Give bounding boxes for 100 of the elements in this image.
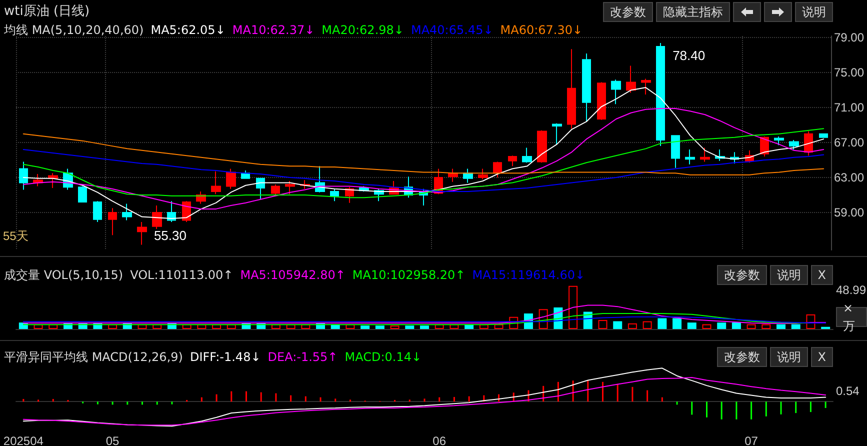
y-tick-label: 67.00: [834, 136, 864, 150]
bar: [791, 324, 800, 329]
bar: [346, 324, 355, 329]
bar: [375, 326, 384, 329]
bar: [538, 309, 548, 329]
bar: [301, 324, 310, 329]
candlestick: [493, 161, 502, 178]
text: MA20:62.98↓: [322, 23, 404, 37]
bar: [226, 324, 236, 329]
bar: [672, 318, 682, 329]
text: MA15:119614.60↓: [472, 268, 586, 282]
bar: [732, 322, 741, 329]
text: X: [810, 265, 833, 285]
candlestick: [256, 178, 265, 200]
bar: [762, 324, 771, 329]
candlestick: [108, 208, 117, 236]
candlestick: [656, 42, 665, 147]
bar: [434, 324, 444, 329]
line-series: [22, 128, 824, 198]
bar: [34, 324, 43, 329]
bar: [746, 324, 756, 329]
x-tick-label: 202504: [3, 434, 44, 446]
bar: [628, 323, 637, 329]
bar: [197, 324, 206, 329]
candlestick: [152, 204, 162, 230]
bar: [271, 324, 280, 329]
candlestick: [789, 139, 799, 150]
bar: [479, 324, 488, 329]
candlestick: [819, 133, 828, 138]
bar: [509, 316, 518, 329]
bar: [776, 324, 786, 329]
bar: [717, 322, 726, 329]
text: MA10:102958.20↑: [352, 268, 466, 282]
candlestick: [508, 155, 517, 167]
bar: [450, 324, 459, 329]
bar: [658, 318, 667, 329]
bar: [494, 324, 504, 329]
bar: [390, 326, 400, 329]
candlestick: [285, 180, 295, 195]
candlestick: [537, 130, 547, 164]
candlestick: [463, 168, 473, 184]
candlestick: [137, 222, 147, 246]
candlestick: [582, 52, 591, 122]
candlestick: [671, 135, 680, 168]
bar: [687, 322, 696, 329]
bar: [598, 320, 608, 329]
chart-title: 平滑异同平均线 MACD(12,26,9): [4, 348, 183, 366]
bar: [212, 324, 222, 329]
y-tick-label: 79.00: [834, 30, 864, 45]
bar: [642, 321, 652, 329]
candlestick: [522, 147, 532, 164]
bar: [108, 324, 118, 329]
text: 说明: [770, 265, 808, 285]
candlestick: [93, 200, 102, 223]
candlestick: [78, 186, 87, 202]
text: 改参数: [603, 2, 653, 22]
text: 说明: [770, 347, 808, 367]
candlestick: [330, 188, 339, 202]
text: MACD:0.14↓: [344, 350, 422, 364]
candlestick: [19, 161, 28, 190]
text: DEA:-1.55↑: [268, 350, 338, 364]
candlestick: [611, 79, 621, 105]
bar: [405, 326, 414, 329]
text: MA40:65.45↓: [410, 23, 494, 37]
text: MA10:62.37↓: [232, 23, 315, 37]
bar: [420, 326, 429, 329]
x-tick-label: 06: [432, 434, 446, 446]
candlestick: [626, 65, 636, 94]
x-tick-label: 07: [744, 434, 758, 446]
candlestick: [700, 147, 710, 162]
candlestick: [641, 78, 651, 96]
text: MA60:67.30↓: [500, 23, 583, 37]
candlestick: [774, 136, 784, 146]
bar: [568, 286, 578, 329]
chart-subtitle: 均线 MA(5,10,20,40,60): [4, 22, 144, 38]
bar: [152, 324, 162, 329]
y-tick-label: 71.00: [834, 100, 864, 115]
bar: [182, 324, 192, 329]
text: 说明: [795, 2, 833, 22]
candlestick: [685, 149, 695, 165]
text: 48.99: [836, 283, 866, 297]
y-tick-label: 75.00: [834, 66, 864, 80]
annotation: 55天: [3, 229, 28, 243]
x-tick-label: 05: [106, 434, 120, 446]
chart-title: wti原油 (日线): [4, 3, 90, 20]
text: MA5:62.05↓: [150, 23, 226, 37]
text: 改参数: [716, 347, 767, 367]
bar: [613, 321, 622, 329]
bar: [702, 324, 712, 329]
text: 改参数: [716, 265, 767, 285]
text: DIFF:-1.48↓: [190, 350, 261, 364]
candlestick: [567, 48, 576, 130]
candlestick: [597, 82, 606, 120]
candlestick: [122, 203, 132, 221]
candlestick: [271, 184, 280, 196]
y-tick-label: 59.00: [834, 205, 864, 220]
text: 0.54: [836, 384, 860, 398]
annotation: 78.40: [672, 48, 706, 63]
text: X: [810, 347, 833, 367]
annotation: 55.30: [154, 228, 186, 243]
